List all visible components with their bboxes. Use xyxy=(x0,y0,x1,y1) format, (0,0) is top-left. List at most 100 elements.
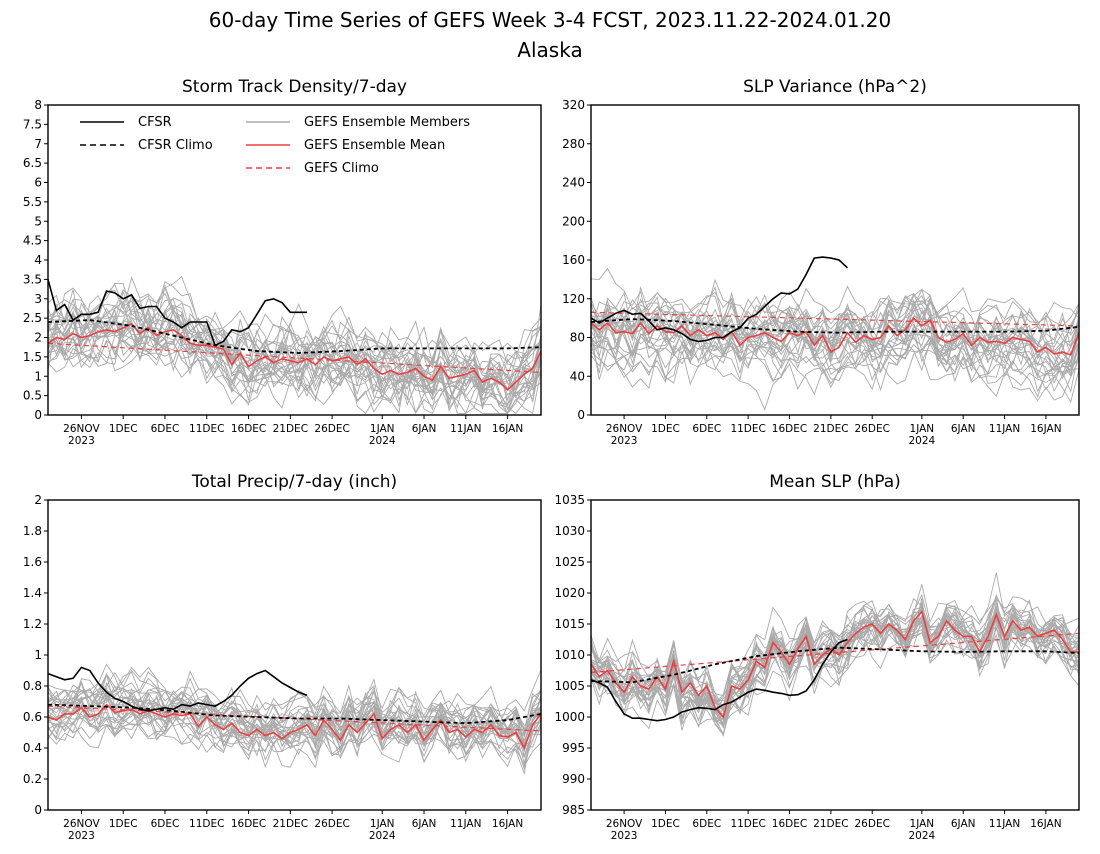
ensemble-member-line xyxy=(48,673,541,735)
ensemble-member-line xyxy=(48,321,541,415)
legend: CFSR CFSR Climo GEFS Ensemble Members GEFS … xyxy=(80,115,470,176)
y-tick-label: 2 xyxy=(34,493,42,507)
x-tick-label: 11DEC xyxy=(730,423,765,435)
y-tick-label: 2.5 xyxy=(23,311,42,325)
y-tick-label: 3 xyxy=(34,292,42,306)
x-tick-label: 16DEC xyxy=(772,818,807,830)
y-tick-label: 1020 xyxy=(554,586,585,600)
plot-frame xyxy=(47,104,542,416)
chart-panels: Storm Track Density/7-day 0 0.5 1 1.5 2 2.5 3 3.… xyxy=(23,77,1080,842)
y-tick-label: 80 xyxy=(570,331,585,345)
series-cfsr-climo xyxy=(591,318,1079,334)
y-tick-label: 985 xyxy=(562,803,585,817)
y-tick-label: 1 xyxy=(34,369,42,383)
series-gefs-climo xyxy=(591,311,1079,327)
y-tick-label: 1.8 xyxy=(23,524,42,538)
y-tick-label: 0 xyxy=(34,803,42,817)
chart-panel-2: SLP Variance (hPa^2) 0 40 80 120 160 200 240 280… xyxy=(562,77,1080,447)
x-tick-year: 2023 xyxy=(68,435,95,447)
y-tick-label: 4 xyxy=(34,253,42,267)
y-tick-label: 40 xyxy=(570,369,585,383)
x-tick-label: 6DEC xyxy=(151,423,180,435)
x-tick-year: 2024 xyxy=(369,435,396,447)
x-tick-label: 1DEC xyxy=(109,423,138,435)
x-tick-label: 6JAN xyxy=(412,818,437,830)
y-tick-label: 0.6 xyxy=(23,710,42,724)
x-tick-label: 1JAN xyxy=(370,818,395,830)
ensemble-member-line xyxy=(48,332,541,409)
ensemble-member-line xyxy=(591,267,1079,334)
ensemble-member-line xyxy=(48,682,541,747)
y-tick-label: 7.5 xyxy=(23,117,42,131)
x-tick-label: 16JAN xyxy=(1030,423,1061,435)
y-tick-label: 320 xyxy=(562,98,585,112)
series-cfsr-climo xyxy=(48,319,541,354)
chart-panel-4: Mean SLP (hPa) 985 990 995 1000 1005 1010 1015 1… xyxy=(554,472,1080,842)
legend-label: GEFS Ensemble Mean xyxy=(304,138,445,153)
y-tick-label: 1000 xyxy=(554,710,585,724)
x-tick-label: 11JAN xyxy=(450,818,481,830)
x-tick-label: 6DEC xyxy=(692,818,721,830)
x-tick-label: 1JAN xyxy=(370,423,395,435)
x-tick-label: 11DEC xyxy=(189,818,224,830)
ensemble-member-line xyxy=(48,276,541,407)
ensemble-member-line xyxy=(48,684,541,750)
y-tick-label: 0 xyxy=(34,408,42,422)
y-tick-label: 7 xyxy=(34,137,42,151)
x-tick-label: 26NOV xyxy=(606,818,643,830)
figure-title: 60-day Time Series of GEFS Week 3-4 FCST… xyxy=(209,8,891,32)
x-tick-label: 26DEC xyxy=(314,818,349,830)
x-tick-year: 2023 xyxy=(611,435,638,447)
x-tick-label: 11DEC xyxy=(189,423,224,435)
y-tick-label: 0.5 xyxy=(23,389,42,403)
series-gefs-ensemble-mean xyxy=(48,322,541,391)
x-tick-label: 6JAN xyxy=(951,423,976,435)
ensemble-member-line xyxy=(591,615,1079,728)
series-gefs-ensemble-mean xyxy=(48,703,541,750)
ensemble-member-line xyxy=(48,297,541,401)
x-tick-label: 21DEC xyxy=(813,423,848,435)
x-tick-label: 16JAN xyxy=(492,423,523,435)
y-tick-label: 5 xyxy=(34,214,42,228)
plot-area xyxy=(591,256,1079,411)
ensemble-member-line xyxy=(48,697,541,771)
y-tick-label: 1015 xyxy=(554,617,585,631)
chart-panel-3: Total Precip/7-day (inch)00.20.40.60.811… xyxy=(23,472,542,842)
ensemble-member-line xyxy=(591,615,1079,722)
legend-label: CFSR xyxy=(138,115,172,130)
y-tick-label: 0 xyxy=(577,408,585,422)
ensemble-member-line xyxy=(591,299,1079,366)
ensemble-member-line xyxy=(48,666,541,749)
y-tick-label: 0.2 xyxy=(23,772,42,786)
x-tick-label: 16DEC xyxy=(231,423,266,435)
y-tick-label: 3.5 xyxy=(23,272,42,286)
y-tick-label: 0.8 xyxy=(23,679,42,693)
y-tick-label: 200 xyxy=(562,214,585,228)
ensemble-member-line xyxy=(591,315,1079,378)
panel-title: Storm Track Density/7-day xyxy=(182,77,407,97)
y-tick-label: 1030 xyxy=(554,524,585,538)
ensemble-member-line xyxy=(591,332,1079,411)
ensemble-member-line xyxy=(48,317,541,414)
x-tick-label: 16JAN xyxy=(492,818,523,830)
legend-label: GEFS Climo xyxy=(304,161,379,176)
y-tick-label: 4.5 xyxy=(23,234,42,248)
x-tick-label: 11JAN xyxy=(989,818,1020,830)
x-tick-label: 26DEC xyxy=(855,423,890,435)
y-tick-label: 1005 xyxy=(554,679,585,693)
ensemble-member-line xyxy=(48,298,541,396)
y-tick-label: 995 xyxy=(562,741,585,755)
panel-title: Total Precip/7-day (inch) xyxy=(191,472,397,492)
ensemble-member-line xyxy=(591,292,1079,382)
x-tick-year: 2024 xyxy=(369,830,396,842)
x-tick-label: 1DEC xyxy=(651,423,680,435)
ensemble-member-line xyxy=(48,690,541,750)
plot-area xyxy=(591,572,1079,737)
y-tick-label: 1035 xyxy=(554,493,585,507)
x-tick-label: 26NOV xyxy=(606,423,643,435)
y-tick-label: 1.6 xyxy=(23,555,42,569)
x-tick-year: 2024 xyxy=(908,435,935,447)
x-tick-label: 26NOV xyxy=(63,818,100,830)
series-gefs-climo xyxy=(48,342,541,373)
y-tick-label: 160 xyxy=(562,253,585,267)
